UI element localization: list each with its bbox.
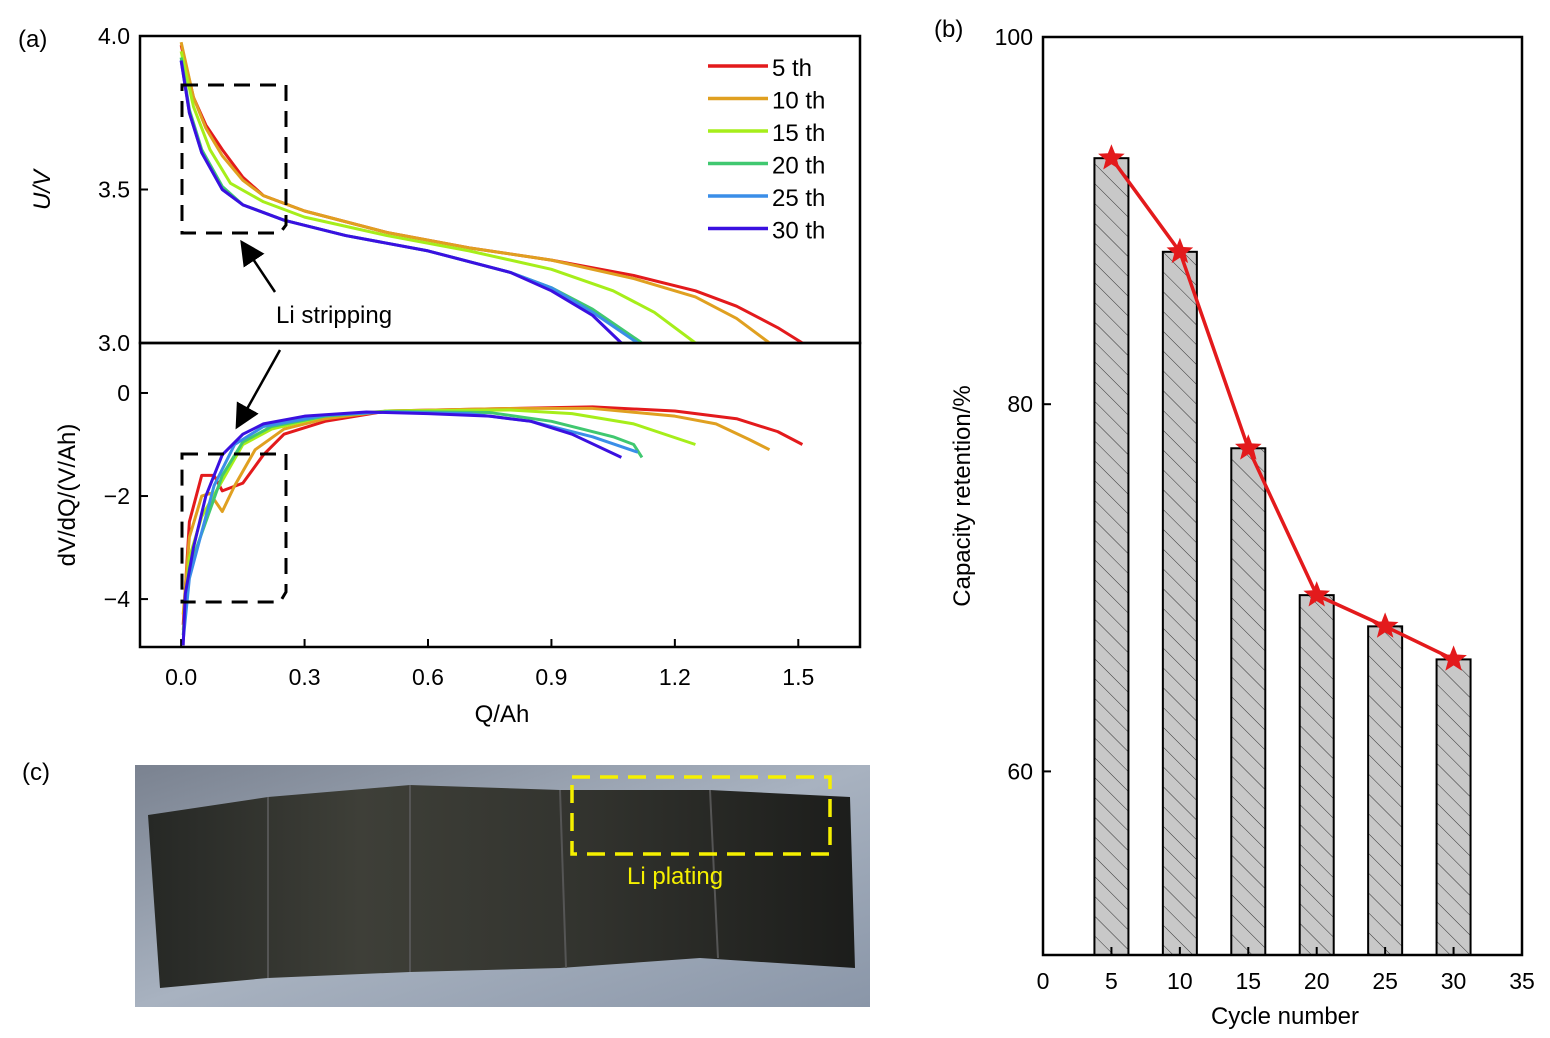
series-line-10th xyxy=(179,41,771,345)
x-tick-label: 1.2 xyxy=(659,664,691,690)
legend-label: 25 th xyxy=(772,185,825,212)
y-tick-label: 80 xyxy=(1007,391,1033,417)
series-line-15th xyxy=(181,408,696,631)
star-marker-cycle-30 xyxy=(1440,645,1467,671)
stripping-box-top xyxy=(180,83,288,235)
y-tick-label: 3.0 xyxy=(98,330,130,356)
arrow-down xyxy=(235,349,282,430)
panel-label-a: (a) xyxy=(18,26,47,53)
x-tick-label: 30 xyxy=(1441,968,1467,994)
x-tick-label: 10 xyxy=(1167,968,1193,994)
y-tick-label: 60 xyxy=(1007,758,1033,784)
bar-cycle-10 xyxy=(1161,250,1198,956)
legend-label: 10 th xyxy=(772,88,825,115)
bar-cycle-25 xyxy=(1367,625,1404,957)
series-line-5th xyxy=(179,44,804,345)
y-tick-label: 4.0 xyxy=(98,23,130,49)
electrode-photo: Li plating xyxy=(135,765,870,1007)
series-line-30th xyxy=(181,410,623,646)
retention-line xyxy=(1110,157,1455,661)
dvdq-plot: −4 −2 0 0.0 0.3 0.6 0.9 1.2 1.5 dV/dQ/(V/Ah) Q/Ah xyxy=(54,341,862,728)
panel-label-b: (b) xyxy=(934,16,963,43)
y-tick-label: −4 xyxy=(104,586,130,612)
y-tick-label: 0 xyxy=(117,380,130,406)
li-plating-label: Li plating xyxy=(627,863,723,890)
x-tick-label: 0.9 xyxy=(535,664,567,690)
li-stripping-label: Li stripping xyxy=(276,302,392,329)
x-tick-label: 1.5 xyxy=(782,664,814,690)
x-tick-label: 0.0 xyxy=(165,664,197,690)
bar-cycle-5 xyxy=(1093,157,1130,956)
star-marker-cycle-10 xyxy=(1166,237,1194,264)
y-axis-label: U/V xyxy=(29,168,56,210)
plot-frame xyxy=(1041,35,1524,957)
x-tick-label: 15 xyxy=(1235,968,1261,994)
y-tick-label: 3.5 xyxy=(98,177,130,203)
bar-cycle-15 xyxy=(1230,447,1267,956)
x-tick-label: 35 xyxy=(1509,968,1535,994)
x-axis-label: Q/Ah xyxy=(475,701,530,728)
star-marker-cycle-25 xyxy=(1371,612,1399,638)
stripping-box-bottom xyxy=(180,452,288,604)
li-plating-box xyxy=(570,775,832,856)
x-tick-label: 25 xyxy=(1372,968,1398,994)
series-line-20th xyxy=(181,410,644,636)
li-stripping-annotation: Li stripping xyxy=(180,83,392,604)
legend-label: 5 th xyxy=(772,55,812,82)
plot-frame xyxy=(138,34,862,345)
x-tick-label: 20 xyxy=(1304,968,1330,994)
y-tick-label: 100 xyxy=(995,24,1033,50)
y-axis-label: Capacity retention/% xyxy=(949,385,976,606)
series-line-25th xyxy=(181,410,639,641)
legend-label: 15 th xyxy=(772,120,825,147)
series-line-5th xyxy=(181,405,804,625)
y-tick-label: −2 xyxy=(104,483,130,509)
star-marker-cycle-20 xyxy=(1303,581,1330,607)
bar-cycle-30 xyxy=(1435,658,1472,956)
y-axis-label: dV/dQ/(V/Ah) xyxy=(54,424,81,567)
x-tick-label: 0 xyxy=(1037,968,1050,994)
legend-label: 20 th xyxy=(772,153,825,180)
x-axis-label: Cycle number xyxy=(1211,1003,1359,1030)
legend-label: 30 th xyxy=(772,218,825,245)
series-line-30th xyxy=(179,60,623,345)
x-tick-label: 0.6 xyxy=(412,664,444,690)
voltage-plot: 3.0 3.5 4.0 U/V 5 th 10 th 15 th 20 th 25 th 30 t… xyxy=(29,23,862,356)
star-marker-cycle-5 xyxy=(1098,144,1125,170)
star-marker-cycle-15 xyxy=(1235,434,1262,460)
arrow-up xyxy=(240,239,277,293)
x-tick-label: 0.3 xyxy=(289,664,321,690)
series-line-15th xyxy=(179,51,697,345)
panel-label-c: (c) xyxy=(22,759,50,786)
bar-cycle-20 xyxy=(1298,594,1335,956)
plot-frame xyxy=(138,341,862,649)
x-tick-label: 5 xyxy=(1105,968,1118,994)
capacity-retention-plot: 60 80 100 0 5 10 15 20 25 30 35 Capacity retention/… xyxy=(949,24,1535,1030)
